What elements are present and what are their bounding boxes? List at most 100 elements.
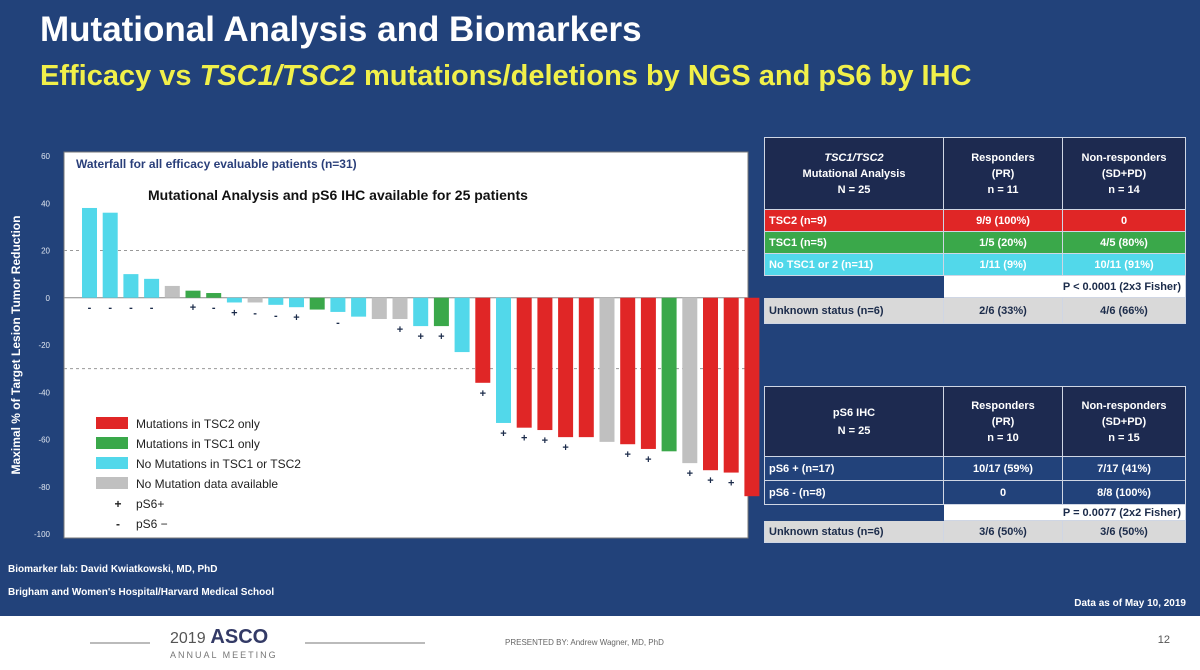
credit-institution: Brigham and Women's Hospital/Harvard Med… (8, 587, 275, 598)
ps6-marker: - (150, 302, 154, 314)
ps6-marker: + (190, 302, 196, 314)
waterfall-bar (226, 297, 242, 303)
waterfall-bar (578, 297, 594, 438)
footer-bar: 2019 ASCO ANNUAL MEETING PRESENTED BY: A… (0, 616, 1200, 670)
waterfall-bar (144, 278, 160, 298)
y-axis-label: Maximal % of Target Lesion Tumor Reducti… (9, 216, 23, 475)
waterfall-bar (123, 274, 139, 298)
y-tick-label: -20 (38, 341, 50, 350)
ps6-unknown-row: Unknown status (n=6) 3/6 (50%) 3/6 (50%) (764, 520, 1186, 543)
chart-subtitle: Mutational Analysis and pS6 IHC availabl… (148, 187, 528, 203)
credit-lab: Biomarker lab: David Kwiatkowski, MD, Ph… (8, 564, 218, 575)
ps6-marker: - (88, 302, 92, 314)
waterfall-bar (330, 297, 346, 312)
slide-title: Mutational Analysis and Biomarkers (40, 10, 642, 49)
waterfall-bar (289, 297, 304, 308)
waterfall-bar (744, 297, 760, 497)
y-tick-label: 60 (41, 152, 50, 161)
mut-row-tsc2: TSC2 (n=9) 9/9 (100%) 0 (764, 209, 1186, 232)
waterfall-bar (82, 207, 97, 298)
waterfall-bar (185, 290, 201, 298)
waterfall-bar (371, 297, 387, 320)
ps6-marker: - (274, 310, 278, 322)
ps6-marker: + (707, 475, 713, 487)
y-tick-label: 0 (46, 294, 51, 303)
footer-divider-2 (305, 642, 425, 644)
slide-subtitle: Efficacy vs TSC1/TSC2 mutations/deletion… (40, 60, 972, 92)
legend-label: No Mutation data available (136, 477, 278, 491)
ps6-fisher-p: P = 0.0077 (2x2 Fisher) (943, 504, 1186, 521)
ps6-marker: + (542, 435, 548, 447)
asco-logo: 2019 ASCO (170, 626, 269, 648)
waterfall-bar (454, 297, 470, 353)
ps6-marker: + (397, 324, 403, 336)
ps6-marker: + (500, 428, 506, 440)
y-tick-label: -60 (38, 436, 50, 445)
waterfall-bar (661, 297, 677, 452)
ps6-header-col1: pS6 IHC N = 25 (764, 386, 944, 457)
waterfall-bar (247, 297, 263, 303)
waterfall-bar (268, 297, 284, 305)
ps6-marker: + (521, 433, 527, 445)
presenter: PRESENTED BY: Andrew Wagner, MD, PhD (505, 638, 664, 647)
ps6-row-negative: pS6 - (n=8) 0 8/8 (100%) (764, 480, 1186, 505)
waterfall-bar (620, 297, 636, 445)
mut-row-none: No TSC1 or 2 (n=11) 1/11 (9%) 10/11 (91%… (764, 253, 1186, 276)
ps6-marker: - (253, 307, 257, 319)
ps6-marker: + (417, 331, 423, 343)
waterfall-bar (413, 297, 429, 327)
ps6-marker: + (480, 388, 486, 400)
waterfall-bar (309, 297, 325, 310)
ps6-marker: - (129, 302, 133, 314)
legend-ps6-symbol: + (114, 497, 121, 511)
waterfall-chart: 60 40 20 0 -20 -40 -60 -80 -100 Maximal % of Targ… (9, 151, 760, 539)
ps6-marker: + (687, 468, 693, 480)
legend-ps6-symbol: - (116, 517, 120, 531)
ps6-marker: - (336, 317, 340, 329)
waterfall-bar (723, 297, 739, 473)
y-tick-label: 40 (41, 199, 50, 208)
legend-label: No Mutations in TSC1 or TSC2 (136, 457, 301, 471)
waterfall-bar (351, 297, 367, 317)
footer-divider (90, 642, 150, 644)
ps6-marker: - (212, 302, 216, 314)
mut-header-responders: Responders (PR) n = 11 (943, 137, 1063, 210)
mut-header-col1: TSC1/TSC2 Mutational Analysis N = 25 (764, 137, 944, 210)
ps6-marker: + (438, 331, 444, 343)
waterfall-bar (516, 297, 532, 428)
waterfall-bar (433, 297, 449, 327)
waterfall-bar (558, 297, 574, 438)
waterfall-bar (537, 297, 553, 431)
waterfall-bar (206, 293, 222, 298)
ps6-row-positive: pS6 + (n=17) 10/17 (59%) 7/17 (41%) (764, 456, 1186, 481)
y-tick-label: -40 (38, 388, 50, 397)
asco-subtitle: ANNUAL MEETING (170, 650, 278, 660)
ps6-marker: + (624, 449, 630, 461)
mut-row-tsc1: TSC1 (n=5) 1/5 (20%) 4/5 (80%) (764, 231, 1186, 254)
mut-unknown-row: Unknown status (n=6) 2/6 (33%) 4/6 (66%) (764, 297, 1186, 324)
ps6-header-responders: Responders (PR) n = 10 (943, 386, 1063, 457)
y-tick-label: -100 (34, 530, 51, 539)
legend-swatch (96, 417, 128, 429)
mut-fisher-p: P < 0.0001 (2x3 Fisher) (943, 275, 1186, 298)
legend-label: Mutations in TSC2 only (136, 417, 260, 431)
y-tick-label: -80 (38, 483, 50, 492)
waterfall-bar (164, 285, 180, 298)
waterfall-bar (496, 297, 511, 423)
legend-swatch (96, 457, 128, 469)
legend-swatch (96, 477, 128, 489)
waterfall-bar (703, 297, 718, 471)
waterfall-bar (392, 297, 408, 320)
ps6-header-nonresponders: Non-responders (SD+PD) n = 15 (1062, 386, 1186, 457)
waterfall-bar (682, 297, 698, 464)
data-as-of: Data as of May 10, 2019 (1074, 598, 1186, 609)
mut-fisher-row: P < 0.0001 (2x3 Fisher) (764, 275, 1186, 298)
ps6-marker: + (645, 454, 651, 466)
page-number: 12 (1157, 634, 1170, 646)
waterfall-bar (599, 297, 615, 442)
ps6-marker: - (108, 302, 112, 314)
mut-header-nonresponders: Non-responders (SD+PD) n = 14 (1062, 137, 1186, 210)
ps6-marker: + (293, 312, 299, 324)
legend-swatch (96, 437, 128, 449)
mutation-table: TSC1/TSC2 Mutational Analysis N = 25 Res… (764, 137, 1186, 324)
